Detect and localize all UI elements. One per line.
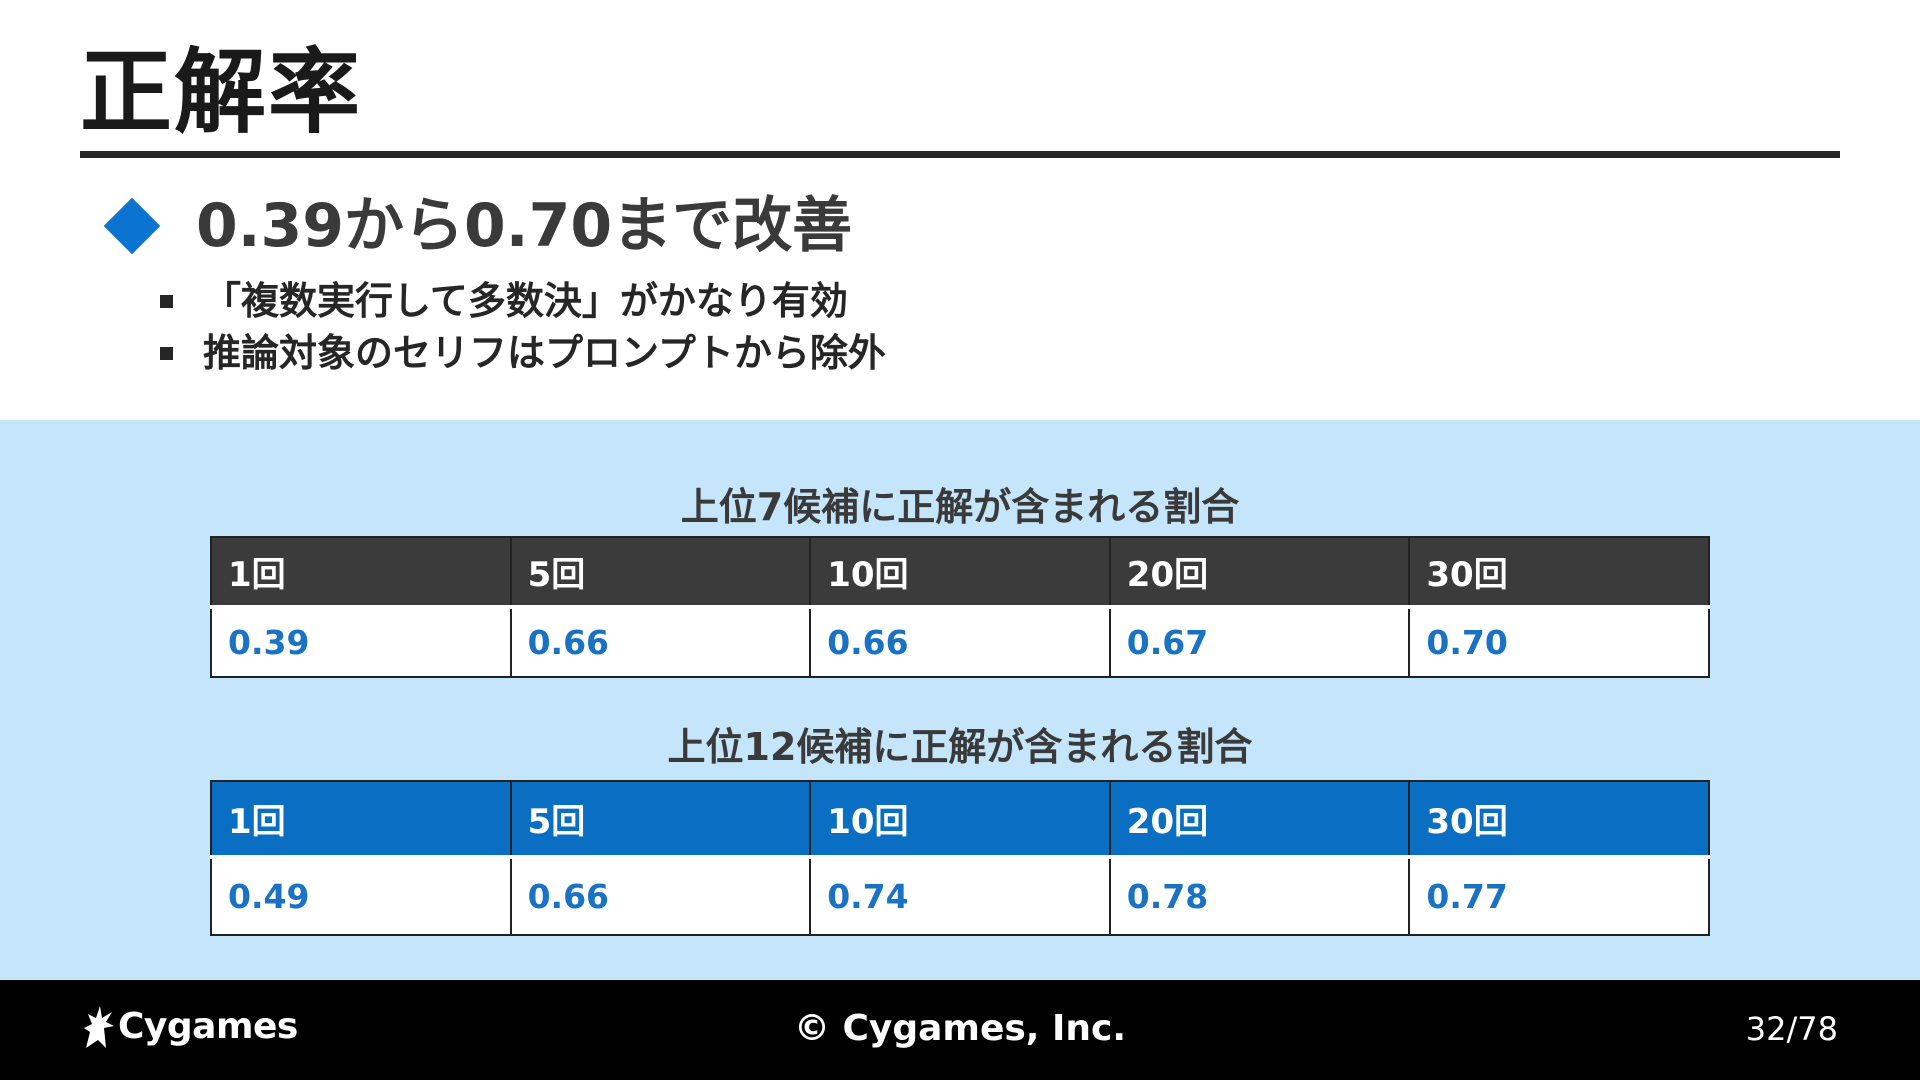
table-row: 0.49 0.66 0.74 0.78 0.77 (210, 856, 1710, 936)
header-cell: 20回 (1108, 780, 1411, 859)
cygames-dragon-icon (84, 1006, 114, 1048)
table-header-row: 1回 5回 10回 20回 30回 (210, 536, 1710, 609)
sub-bullet-text: 推論対象のセリフはプロンプトから除外 (203, 331, 886, 375)
header-cell: 30回 (1408, 536, 1710, 609)
title-divider (80, 151, 1840, 158)
value-cell: 0.77 (1408, 856, 1710, 936)
table-caption: 上位12候補に正解が含まれる割合 (667, 725, 1253, 769)
table-header-row: 1回 5回 10回 20回 30回 (210, 780, 1710, 859)
results-table-top7: 1回 5回 10回 20回 30回 0.39 0.66 0.66 0.67 0.… (210, 536, 1710, 678)
table-row: 0.39 0.66 0.66 0.67 0.70 (210, 606, 1710, 678)
sub-bullet: 「複数実行して多数決」がかなり有効 (160, 278, 848, 324)
header-cell: 5回 (509, 536, 812, 609)
page-number: 32/78 (1745, 1010, 1838, 1048)
header-cell: 1回 (210, 780, 512, 859)
cygames-logo: Cygames (80, 1002, 298, 1050)
value-cell: 0.49 (210, 856, 512, 936)
slide-title: 正解率 (80, 39, 363, 146)
sub-bullet: 推論対象のセリフはプロンプトから除外 (160, 330, 886, 376)
value-cell: 0.74 (809, 856, 1111, 936)
footer: Cygames © Cygames, Inc. 32/78 (0, 980, 1920, 1080)
square-bullet-icon (160, 346, 173, 360)
main-bullet: 0.39から0.70まで改善 (103, 190, 853, 262)
value-cell: 0.66 (509, 856, 812, 936)
header-cell: 1回 (210, 536, 512, 609)
header-cell: 5回 (509, 780, 812, 859)
value-cell: 0.66 (509, 606, 812, 678)
main-bullet-text: 0.39から0.70まで改善 (196, 191, 853, 261)
diamond-bullet-icon (103, 197, 161, 255)
header-cell: 10回 (809, 536, 1111, 609)
results-table-top12: 1回 5回 10回 20回 30回 0.49 0.66 0.74 0.78 0.… (210, 780, 1710, 936)
header-cell: 30回 (1408, 780, 1710, 859)
value-cell: 0.39 (210, 606, 512, 678)
copyright: © Cygames, Inc. (793, 1008, 1127, 1049)
value-cell: 0.66 (809, 606, 1111, 678)
value-cell: 0.78 (1108, 856, 1411, 936)
value-cell: 0.70 (1408, 606, 1710, 678)
table-caption: 上位7候補に正解が含まれる割合 (680, 485, 1240, 529)
header-cell: 20回 (1108, 536, 1411, 609)
value-cell: 0.67 (1108, 606, 1411, 678)
logo-text: Cygames (118, 1005, 298, 1047)
header-cell: 10回 (809, 780, 1111, 859)
square-bullet-icon (160, 294, 173, 308)
sub-bullet-text: 「複数実行して多数決」がかなり有効 (203, 279, 848, 323)
